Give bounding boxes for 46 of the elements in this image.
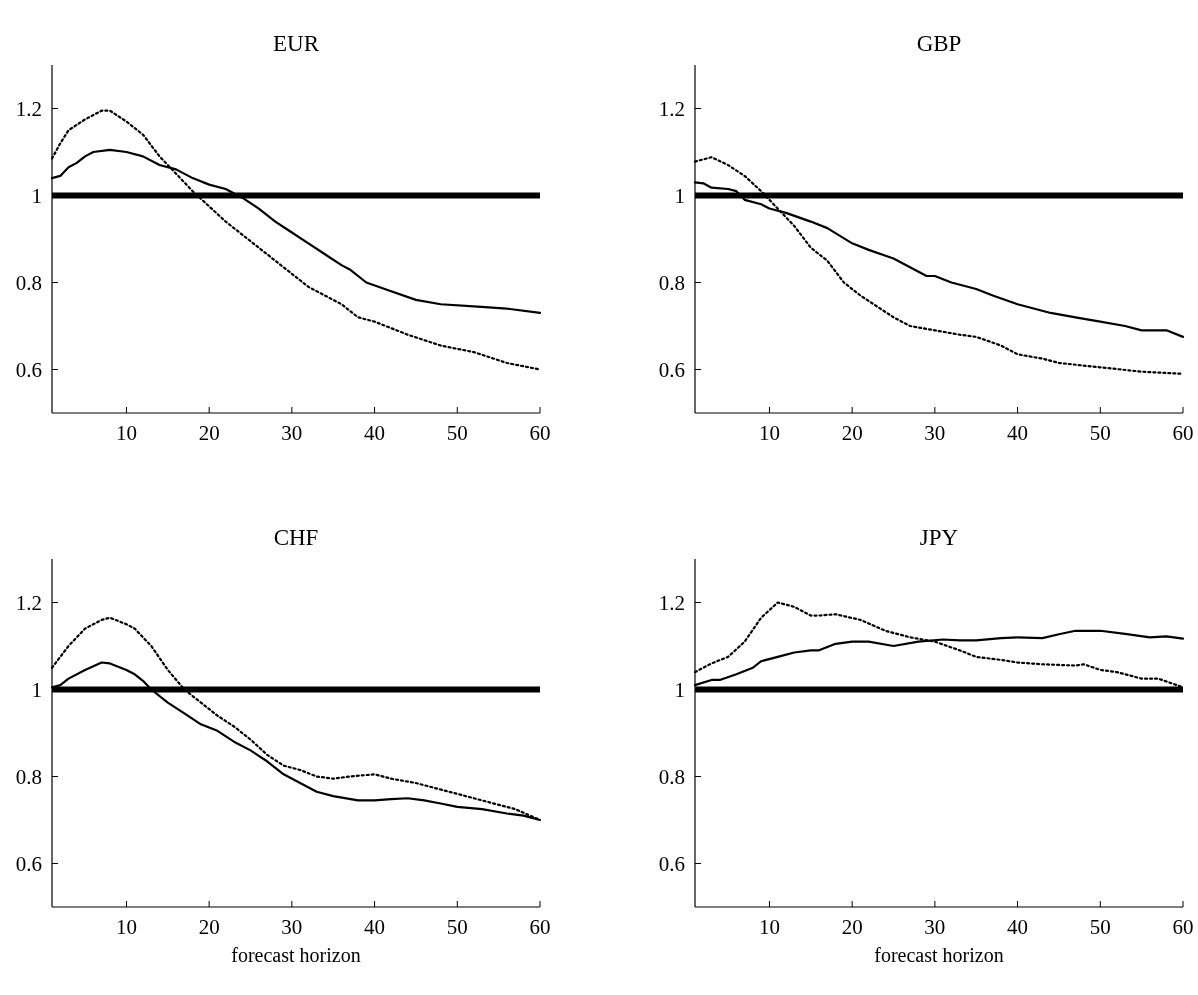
y-tick-label: 1 [674,183,685,208]
x-tick-label: 20 [841,915,863,939]
x-tick-label: 50 [446,915,468,939]
x-tick-label: 60 [529,421,551,445]
x-tick-label: 50 [1089,421,1111,445]
y-tick-label: 1 [31,677,42,702]
x-tick-label: 10 [758,421,780,445]
y-tick-label: 0.8 [15,764,42,789]
x-tick-label: 30 [281,915,303,939]
x-tick-label: 60 [529,915,551,939]
y-tick-label: 1 [31,183,42,208]
x-tick-label: 20 [198,421,220,445]
x-tick-label: 10 [758,915,780,939]
y-tick-label: 0.6 [658,357,685,382]
chart-title: EUR [273,31,320,56]
x-tick-label: 50 [1089,915,1111,939]
x-tick-label: 40 [1007,915,1029,939]
y-tick-label: 0.6 [15,357,42,382]
y-tick-label: 0.8 [658,764,685,789]
y-tick-label: 0.8 [658,270,685,295]
x-tick-label: 10 [115,421,137,445]
x-tick-label: 30 [281,421,303,445]
x-tick-label: 30 [924,915,946,939]
x-tick-label: 60 [1172,421,1194,445]
x-tick-label: 40 [1007,421,1029,445]
y-tick-label: 0.6 [15,851,42,876]
y-tick-label: 0.6 [658,851,685,876]
x-tick-label: 50 [446,421,468,445]
y-tick-label: 0.8 [15,270,42,295]
y-tick-label: 1.2 [658,590,685,615]
y-tick-label: 1.2 [15,590,42,615]
y-tick-label: 1 [674,677,685,702]
y-tick-label: 1.2 [15,96,42,121]
chart-title: CHF [273,525,319,550]
chart-title: JPY [919,525,959,550]
x-axis-title: forecast horizon [231,944,361,966]
x-tick-label: 10 [115,915,137,939]
x-axis-title: forecast horizon [874,944,1004,966]
chart-title: GBP [916,31,962,56]
x-tick-label: 20 [198,915,220,939]
x-tick-label: 40 [364,915,386,939]
y-tick-label: 1.2 [658,96,685,121]
x-tick-label: 20 [841,421,863,445]
x-tick-label: 40 [364,421,386,445]
x-tick-label: 60 [1172,915,1194,939]
x-tick-label: 30 [924,421,946,445]
